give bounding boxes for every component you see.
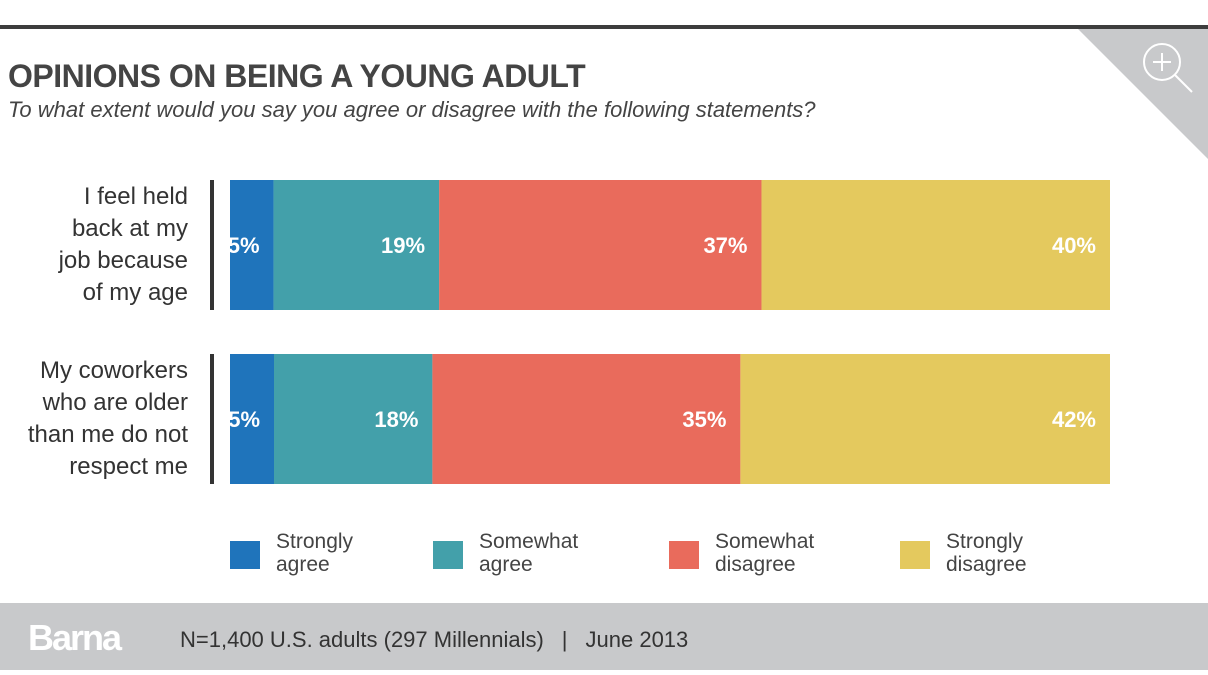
bar-segment-strongly-disagree: [740, 354, 1110, 484]
top-rule: [0, 25, 1208, 29]
legend-item-somewhat-disagree: Somewhat disagree: [669, 530, 855, 576]
data-label: 5%: [228, 233, 260, 258]
data-label: 42%: [1052, 407, 1096, 432]
footer: Barna N=1,400 U.S. adults (297 Millennia…: [0, 603, 1208, 670]
legend-label-line: agree: [479, 553, 533, 576]
data-label: 5%: [228, 407, 260, 432]
bar-row-0: 5% 19% 37% 40%: [228, 180, 1110, 310]
category-label-line: respect me: [69, 453, 188, 480]
corner-tab: [1078, 29, 1208, 159]
category-label-1: My coworkers who are older than me do no…: [0, 355, 188, 483]
bar-segment-strongly-agree: [230, 180, 274, 310]
legend-swatch: [669, 541, 699, 569]
legend-label-line: Somewhat: [479, 530, 579, 553]
bar-segment-somewhat-disagree: [432, 354, 741, 484]
legend-item-strongly-agree: Strongly agree: [230, 530, 416, 576]
bar-segment-strongly-agree: [230, 354, 274, 484]
survey-date: June 2013: [585, 627, 689, 652]
barna-logo: Barna: [28, 617, 122, 658]
data-label: 35%: [682, 407, 726, 432]
legend-label-line: agree: [276, 553, 330, 576]
stacked-bar-chart: 5% 19% 37% 40% 5% 18% 35% 42%: [228, 180, 1110, 484]
legend: Strongly agree Somewhat agree Somewhat d…: [0, 530, 1208, 580]
category-divider-1: [210, 354, 214, 484]
bar-row-1: 5% 18% 35% 42%: [228, 354, 1110, 484]
sample-size: N=1,400 U.S. adults (297 Millennials): [180, 627, 544, 652]
legend-label-line: disagree: [946, 553, 1027, 576]
bar-segment-somewhat-disagree: [439, 180, 762, 310]
legend-label: Strongly disagree: [946, 530, 1086, 576]
legend-swatch: [230, 541, 260, 569]
category-label-0: I feel held back at my job because of my…: [0, 181, 188, 309]
chart-title: OPINIONS ON BEING A YOUNG ADULT: [8, 58, 586, 94]
legend-label-line: Somewhat: [715, 530, 815, 553]
data-label: 37%: [703, 233, 747, 258]
legend-item-somewhat-agree: Somewhat agree: [433, 530, 619, 576]
legend-swatch: [433, 541, 463, 569]
category-divider-0: [210, 180, 214, 310]
legend-label-line: Strongly: [276, 530, 354, 553]
legend-label: Strongly agree: [276, 530, 416, 576]
legend-label-line: disagree: [715, 553, 796, 576]
category-label-line: job because: [58, 247, 188, 274]
bar-segment-somewhat-agree: [274, 354, 433, 484]
category-label-line: I feel held: [83, 183, 188, 210]
bar-segment-somewhat-agree: [273, 180, 440, 310]
footer-separator: |: [561, 627, 568, 652]
category-label-line: back at my: [71, 215, 188, 242]
legend-swatch: [900, 541, 930, 569]
category-label-line: My coworkers: [39, 357, 188, 384]
category-label-line: of my age: [82, 279, 188, 306]
category-label-line: than me do not: [27, 421, 188, 448]
legend-label-line: Strongly: [946, 530, 1024, 553]
chart-subtitle: To what extent would you say you agree o…: [8, 97, 816, 122]
footer-source: N=1,400 U.S. adults (297 Millennials) | Ju…: [180, 627, 688, 653]
legend-label: Somewhat agree: [479, 530, 619, 576]
data-label: 40%: [1052, 233, 1096, 258]
data-label: 18%: [374, 407, 418, 432]
legend-label: Somewhat disagree: [715, 530, 855, 576]
zoom-in-icon[interactable]: [1140, 40, 1200, 100]
legend-item-strongly-disagree: Strongly disagree: [900, 530, 1086, 576]
data-label: 19%: [381, 233, 425, 258]
category-label-line: who are older: [42, 389, 188, 416]
bar-segment-strongly-disagree: [761, 180, 1110, 310]
